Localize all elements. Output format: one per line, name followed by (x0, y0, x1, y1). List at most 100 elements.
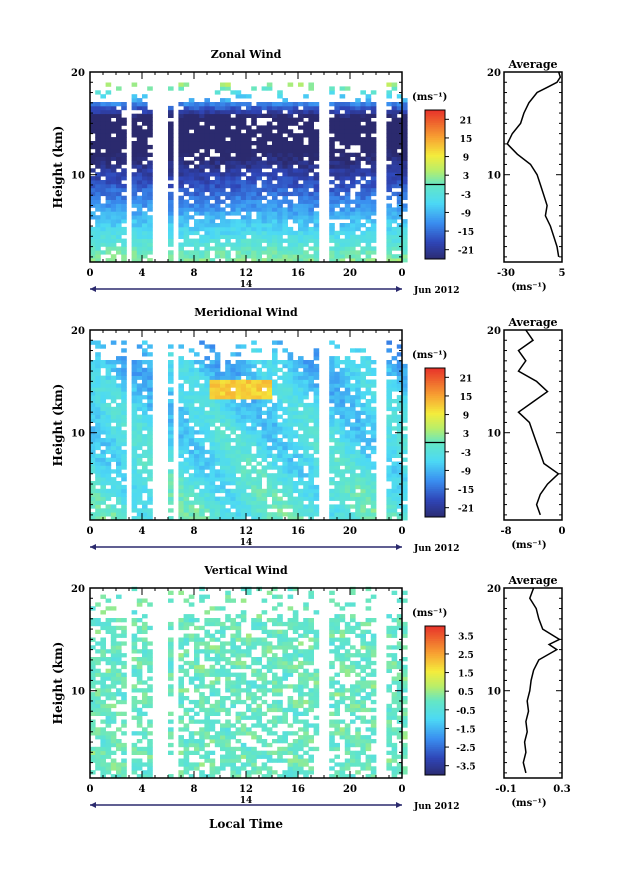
colorbar-tick-label: 1.5 (458, 670, 474, 680)
panel-vertical: Vertical Wind Height (km) 20 10 0 4 8 12 16 20 0 14… (51, 564, 571, 831)
x-tick-label: 0 (399, 784, 406, 795)
avg-x-tick-label: -8 (500, 526, 511, 537)
day-label: 14 (240, 796, 253, 806)
avg-y-tick-label: 20 (487, 326, 501, 337)
x-tick-label: 4 (139, 784, 146, 795)
colorbar-tick-label: 15 (460, 135, 473, 145)
x-tick-label: 12 (239, 526, 253, 537)
heatmap-cells (90, 340, 408, 521)
colorbar: (ms⁻¹) 3.5 2.5 1.5 0.5 -0.5 -1.5 -2.5 -3.5 (412, 608, 476, 776)
y-tick-label: 20 (71, 584, 85, 595)
date-label: Jun 2012 (413, 544, 460, 554)
colorbar-tick-label: 3.5 (458, 632, 474, 642)
average-line (517, 329, 560, 516)
colorbar-label: (ms⁻¹) (412, 608, 447, 619)
colorbar-tick-label: -21 (458, 247, 474, 257)
panel-title: Meridional Wind (194, 306, 298, 319)
avg-x-tick-label: -0.1 (495, 784, 517, 795)
panel-title: Zonal Wind (211, 48, 282, 61)
panel-meridional: Meridional Wind Height (km) 20 10 0 4 8 12 16 20 0… (51, 306, 566, 554)
x-tick-label: 20 (343, 784, 357, 795)
average-profile: Average 20 10 -8 0 (ms⁻¹) (487, 316, 565, 551)
colorbar-tick-label: -3 (461, 449, 471, 459)
colorbar-tick-label: -3 (461, 191, 471, 201)
average-line (506, 71, 562, 258)
avg-y-tick-label: 10 (487, 171, 501, 182)
avg-y-tick-label: 20 (487, 68, 501, 79)
average-profile: Average 20 10 -0.1 0.3 (ms⁻¹) (487, 574, 571, 809)
average-title: Average (507, 58, 557, 71)
x-tick-label: 4 (139, 526, 146, 537)
average-title: Average (507, 316, 557, 329)
colorbar-tick-label: 3 (463, 172, 469, 182)
x-tick-label: 16 (291, 784, 305, 795)
colorbar-tick-label: -0.5 (456, 707, 475, 717)
x-tick-label: 0 (87, 784, 94, 795)
x-tick-label: 4 (139, 268, 146, 279)
y-axis-label: Height (km) (51, 126, 65, 209)
colorbar-tick-label: 3 (463, 430, 469, 440)
x-tick-label: 20 (343, 268, 357, 279)
colorbar-label: (ms⁻¹) (412, 350, 447, 361)
avg-x-label: (ms⁻¹) (511, 540, 546, 551)
colorbar-tick-label: 9 (463, 154, 469, 164)
average-frame (503, 71, 563, 263)
avg-y-tick-label: 20 (487, 584, 501, 595)
x-tick-label: 16 (291, 268, 305, 279)
heatmap-cells (90, 82, 408, 263)
avg-x-tick-label: 0 (559, 526, 566, 537)
panel-zonal: Zonal Wind Height (km) 20 10 0 4 8 12 16 20 0 14 Jun… (51, 48, 566, 296)
colorbar-tick-label: -9 (461, 467, 471, 477)
x-tick-label: 12 (239, 784, 253, 795)
avg-x-tick-label: -30 (497, 268, 515, 279)
avg-x-tick-label: 0.3 (553, 784, 570, 795)
average-line (522, 587, 561, 774)
panel-title: Vertical Wind (203, 564, 288, 577)
colorbar-tick-label: -15 (458, 228, 474, 238)
x-tick-label: 8 (191, 526, 198, 537)
avg-x-label: (ms⁻¹) (511, 282, 546, 293)
avg-y-tick-label: 10 (487, 429, 501, 440)
x-tick-label: 8 (191, 784, 198, 795)
x-axis-label: Local Time (209, 817, 283, 831)
colorbar: (ms⁻¹) 21 15 9 3 -3 -9 -15 -21 (412, 350, 474, 518)
y-axis-label: Height (km) (51, 642, 65, 725)
day-label: 14 (240, 538, 253, 548)
y-axis-label: Height (km) (51, 384, 65, 467)
colorbar-tick-label: -9 (461, 209, 471, 219)
colorbar-tick-label: 21 (460, 374, 473, 384)
colorbar-tick-label: 9 (463, 412, 469, 422)
x-tick-label: 16 (291, 526, 305, 537)
average-profile: Average 20 10 -30 5 (ms⁻¹) (487, 58, 565, 293)
avg-y-tick-label: 10 (487, 687, 501, 698)
colorbar: (ms⁻¹) 21 15 9 3 -3 -9 -15 -21 (412, 92, 474, 260)
average-title: Average (507, 574, 557, 587)
y-tick-label: 20 (71, 68, 85, 79)
colorbar-tick-label: -1.5 (456, 725, 475, 735)
colorbar-tick-label: 15 (460, 393, 473, 403)
colorbar-tick-label: 0.5 (458, 688, 474, 698)
colorbar-tick-label: -2.5 (456, 744, 475, 754)
y-tick-label: 10 (71, 429, 85, 440)
colorbar-label: (ms⁻¹) (412, 92, 447, 103)
day-label: 14 (240, 280, 253, 290)
x-tick-label: 0 (399, 526, 406, 537)
avg-x-label: (ms⁻¹) (511, 798, 546, 809)
colorbar-tick-label: -3.5 (456, 763, 475, 773)
y-tick-label: 10 (71, 687, 85, 698)
date-label: Jun 2012 (413, 802, 460, 812)
colorbar-tick-label: -15 (458, 486, 474, 496)
x-tick-label: 12 (239, 268, 253, 279)
date-label: Jun 2012 (413, 286, 460, 296)
y-tick-label: 10 (71, 171, 85, 182)
x-tick-label: 0 (87, 526, 94, 537)
y-tick-label: 20 (71, 326, 85, 337)
colorbar-tick-label: -21 (458, 505, 474, 515)
colorbar-frame (424, 625, 446, 776)
average-frame (503, 587, 563, 779)
x-tick-label: 0 (87, 268, 94, 279)
colorbar-tick-label: 2.5 (458, 651, 474, 661)
heatmap-cells (90, 586, 408, 779)
colorbar-tick-label: 21 (460, 116, 473, 126)
